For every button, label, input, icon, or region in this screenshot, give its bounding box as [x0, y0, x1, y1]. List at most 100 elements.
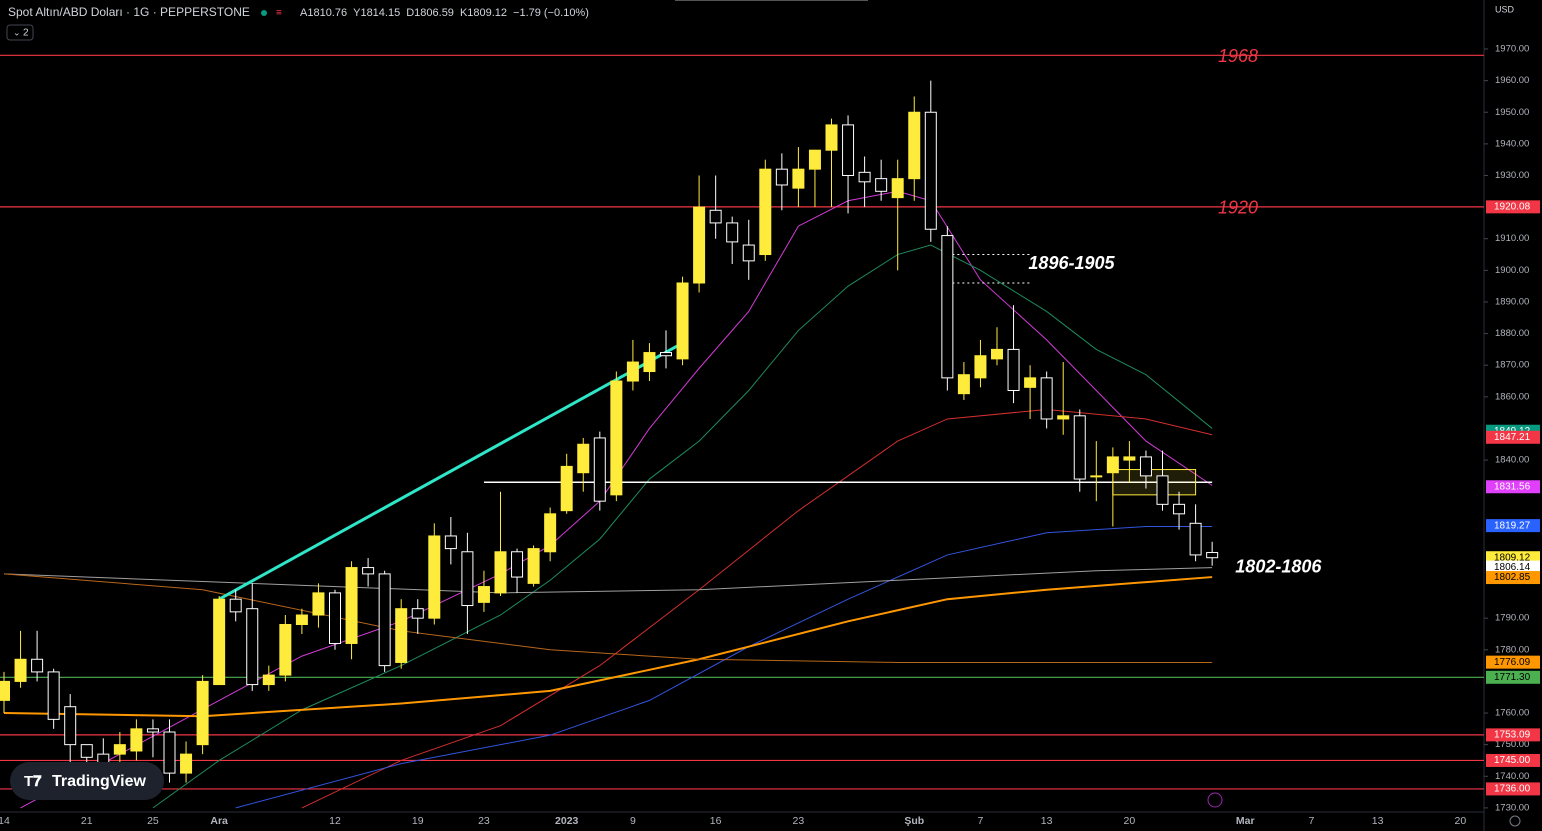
alert-icon[interactable] — [1207, 792, 1223, 808]
price-tag — [1486, 519, 1540, 533]
candle-body — [957, 374, 970, 395]
y-tick-label: 1790.00 — [1495, 613, 1529, 624]
y-tick-label: 1910.00 — [1495, 233, 1529, 244]
price-tag — [1486, 655, 1540, 669]
x-tick-label: 19 — [412, 815, 424, 827]
price-tag — [1486, 753, 1540, 767]
price-tag — [1486, 480, 1540, 494]
indicator-toggle[interactable] — [6, 24, 34, 41]
candle-body — [858, 171, 871, 183]
y-tick-label: 1940.00 — [1495, 138, 1529, 149]
candle-body — [362, 567, 375, 575]
candle-body — [246, 608, 259, 686]
candle-body — [842, 124, 855, 176]
candle-body — [1106, 456, 1119, 474]
candle-body — [113, 744, 126, 755]
y-tick-label: 1880.00 — [1495, 328, 1529, 339]
candle-body — [14, 658, 27, 682]
price-tag-label: 1745.00 — [1494, 755, 1531, 766]
ohlc-value: D1806.59 — [406, 7, 454, 19]
x-tick-label: 14 — [0, 815, 10, 827]
x-tick-label: 20 — [1124, 815, 1136, 827]
candle-body — [610, 380, 623, 496]
candle-body — [1007, 348, 1020, 392]
currency[interactable]: USD — [1495, 4, 1515, 14]
price-tag-label: 1771.30 — [1494, 672, 1531, 683]
candle-body — [163, 731, 176, 774]
candle-body — [775, 168, 788, 186]
price-tag — [1486, 560, 1540, 574]
candle-body — [626, 361, 639, 382]
y-tick-label: 1780.00 — [1495, 644, 1529, 655]
indicator-arrow: ⌄ — [13, 27, 21, 37]
candle-body — [759, 168, 772, 256]
candle-body — [709, 209, 722, 224]
level-label: 1968 — [1218, 46, 1258, 66]
price-tag-label: 1920.08 — [1494, 201, 1531, 212]
candle-body — [329, 592, 341, 644]
candle-body — [1139, 456, 1152, 477]
candle-body — [180, 753, 193, 774]
candle-body — [527, 548, 540, 584]
y-tick-label: 1760.00 — [1495, 708, 1529, 719]
candle-body — [494, 551, 507, 594]
ohlc-value: K1809.12 — [460, 7, 507, 19]
candle-body — [560, 465, 573, 512]
candle-body — [693, 206, 706, 284]
candle-body — [461, 551, 474, 607]
candle-body — [64, 706, 77, 746]
settings-icon[interactable] — [1509, 815, 1521, 827]
candle-body — [1156, 475, 1169, 505]
logo-badge[interactable] — [10, 762, 164, 800]
candle-body — [31, 658, 44, 673]
candle-body — [47, 671, 60, 720]
candle-body — [544, 513, 557, 553]
x-tick-label: Şub — [904, 815, 924, 827]
price-tag — [1486, 200, 1540, 214]
candle-body — [941, 235, 954, 379]
candle-body — [593, 437, 606, 502]
x-tick-label: 12 — [329, 815, 341, 827]
price-tag — [1486, 430, 1540, 444]
y-tick-label: 1960.00 — [1495, 75, 1529, 86]
candle-body — [643, 352, 656, 373]
indicator-count: 2 — [23, 28, 29, 39]
candle-body — [312, 592, 325, 616]
status-dot — [261, 10, 267, 16]
candle-body — [1090, 475, 1103, 478]
candle-body — [792, 168, 805, 189]
x-tick-label: 2023 — [555, 815, 579, 827]
candle-body — [196, 680, 209, 746]
ohlc-value: A1810.76 — [300, 7, 347, 19]
drawing-box — [1112, 469, 1197, 496]
y-tick-label: 1730.00 — [1495, 802, 1529, 813]
y-tick-label: 1870.00 — [1495, 360, 1529, 371]
y-tick-label: 1970.00 — [1495, 44, 1529, 55]
x-tick-label: 13 — [1041, 815, 1053, 827]
candle-body — [378, 573, 391, 667]
candle-body — [660, 352, 672, 357]
candle-body — [345, 567, 358, 644]
price-tag — [1486, 670, 1540, 684]
candle-body — [1073, 415, 1086, 480]
candle-body — [80, 744, 93, 758]
x-tick-label: 20 — [1455, 815, 1467, 827]
x-tick-label: 21 — [81, 815, 93, 827]
candle-body — [924, 111, 937, 230]
logo-mark: T𝟕 — [24, 773, 42, 790]
price-tag-label: 1819.27 — [1494, 520, 1531, 531]
plot: 1968 1920 1896-1905 1802-1806 — [0, 46, 1484, 809]
price-tag-label: 1736.00 — [1494, 784, 1531, 795]
candle-body — [908, 111, 921, 180]
y-tick-label: 1900.00 — [1495, 265, 1529, 276]
candle-body — [1189, 522, 1202, 556]
annotation: 1896-1905 — [1028, 253, 1115, 273]
price-tag — [1486, 782, 1540, 796]
price-tag — [1486, 728, 1540, 742]
x-tick-label: 7 — [978, 815, 984, 827]
price-tag — [1486, 571, 1540, 585]
candle-body — [477, 586, 490, 603]
